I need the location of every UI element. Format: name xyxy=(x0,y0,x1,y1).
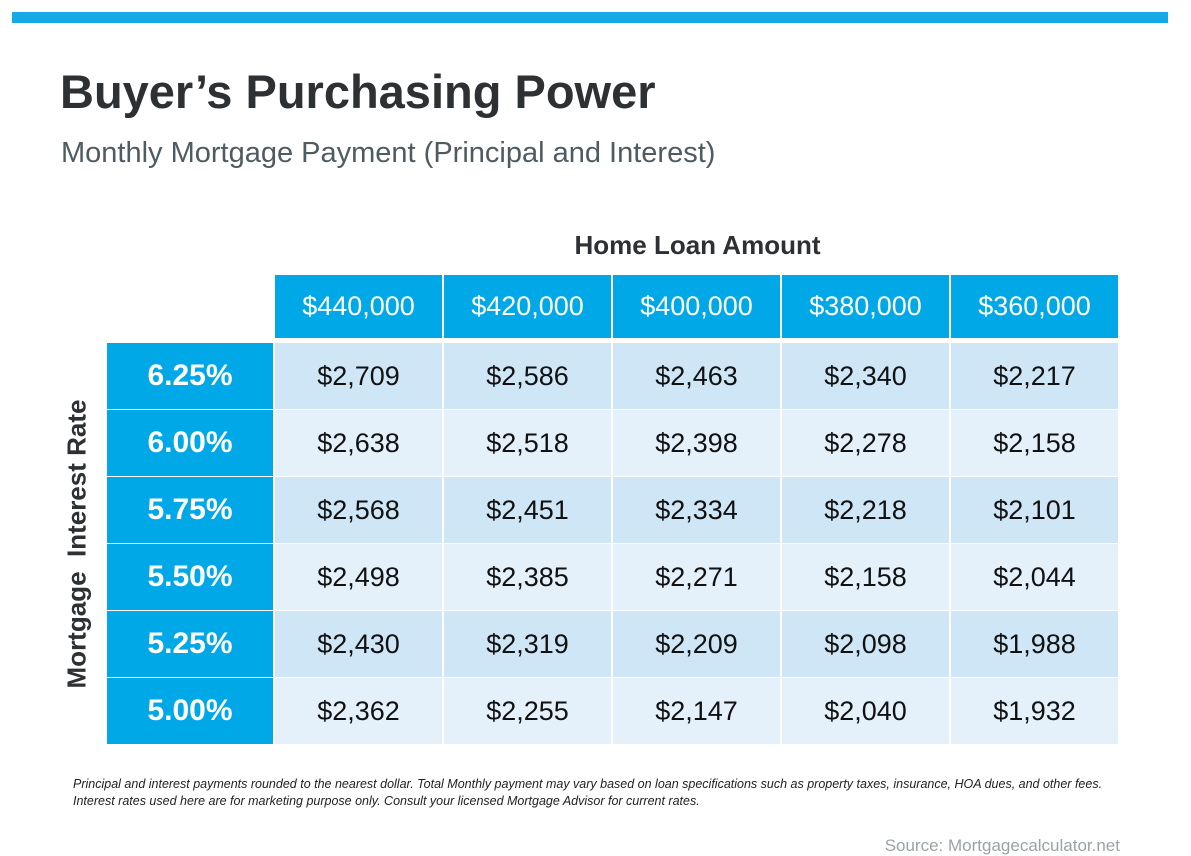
row-header-3: 5.50% xyxy=(107,544,273,610)
table-cell: $2,158 xyxy=(951,410,1118,476)
table-cell: $2,518 xyxy=(444,410,611,476)
page-subtitle: Monthly Mortgage Payment (Principal and … xyxy=(61,137,716,169)
column-header-1: $420,000 xyxy=(444,275,611,338)
table-cell: $2,101 xyxy=(951,477,1118,543)
table-cell: $2,044 xyxy=(951,544,1118,610)
table-cell: $1,988 xyxy=(951,611,1118,677)
row-header-1: 6.00% xyxy=(107,410,273,476)
column-header-4: $360,000 xyxy=(951,275,1118,338)
table-cell: $2,398 xyxy=(613,410,780,476)
table-cell: $2,319 xyxy=(444,611,611,677)
table-cell: $2,709 xyxy=(275,343,442,409)
table-cell: $1,932 xyxy=(951,678,1118,744)
table-cell: $2,498 xyxy=(275,544,442,610)
table-cell: $2,638 xyxy=(275,410,442,476)
table-cell: $2,385 xyxy=(444,544,611,610)
column-header-2: $400,000 xyxy=(613,275,780,338)
row-header-0: 6.25% xyxy=(107,343,273,409)
table-cell: $2,098 xyxy=(782,611,949,677)
table-cell: $2,340 xyxy=(782,343,949,409)
table-cell: $2,451 xyxy=(444,477,611,543)
row-axis-label: Mortgage Interest Rate xyxy=(61,399,92,689)
table-cell: $2,362 xyxy=(275,678,442,744)
page-title: Buyer’s Purchasing Power xyxy=(60,65,656,118)
table-cell: $2,217 xyxy=(951,343,1118,409)
row-header-4: 5.25% xyxy=(107,611,273,677)
table-cell: $2,147 xyxy=(613,678,780,744)
table-cell: $2,463 xyxy=(613,343,780,409)
table-cell: $2,586 xyxy=(444,343,611,409)
table-cell: $2,158 xyxy=(782,544,949,610)
table-cell: $2,271 xyxy=(613,544,780,610)
row-header-5: 5.00% xyxy=(107,678,273,744)
table-cell: $2,334 xyxy=(613,477,780,543)
table-cell: $2,278 xyxy=(782,410,949,476)
table-cell: $2,040 xyxy=(782,678,949,744)
column-header-0: $440,000 xyxy=(275,275,442,338)
column-header-3: $380,000 xyxy=(782,275,949,338)
table-cell: $2,255 xyxy=(444,678,611,744)
table-cell: $2,218 xyxy=(782,477,949,543)
top-accent-bar xyxy=(12,12,1168,23)
footnote: Principal and interest payments rounded … xyxy=(73,777,1103,808)
table-cell: $2,430 xyxy=(275,611,442,677)
source-credit: Source: Mortgagecalculator.net xyxy=(884,836,1120,855)
column-axis-label: Home Loan Amount xyxy=(574,230,821,260)
row-header-2: 5.75% xyxy=(107,477,273,543)
table-cell: $2,209 xyxy=(613,611,780,677)
table-cell: $2,568 xyxy=(275,477,442,543)
